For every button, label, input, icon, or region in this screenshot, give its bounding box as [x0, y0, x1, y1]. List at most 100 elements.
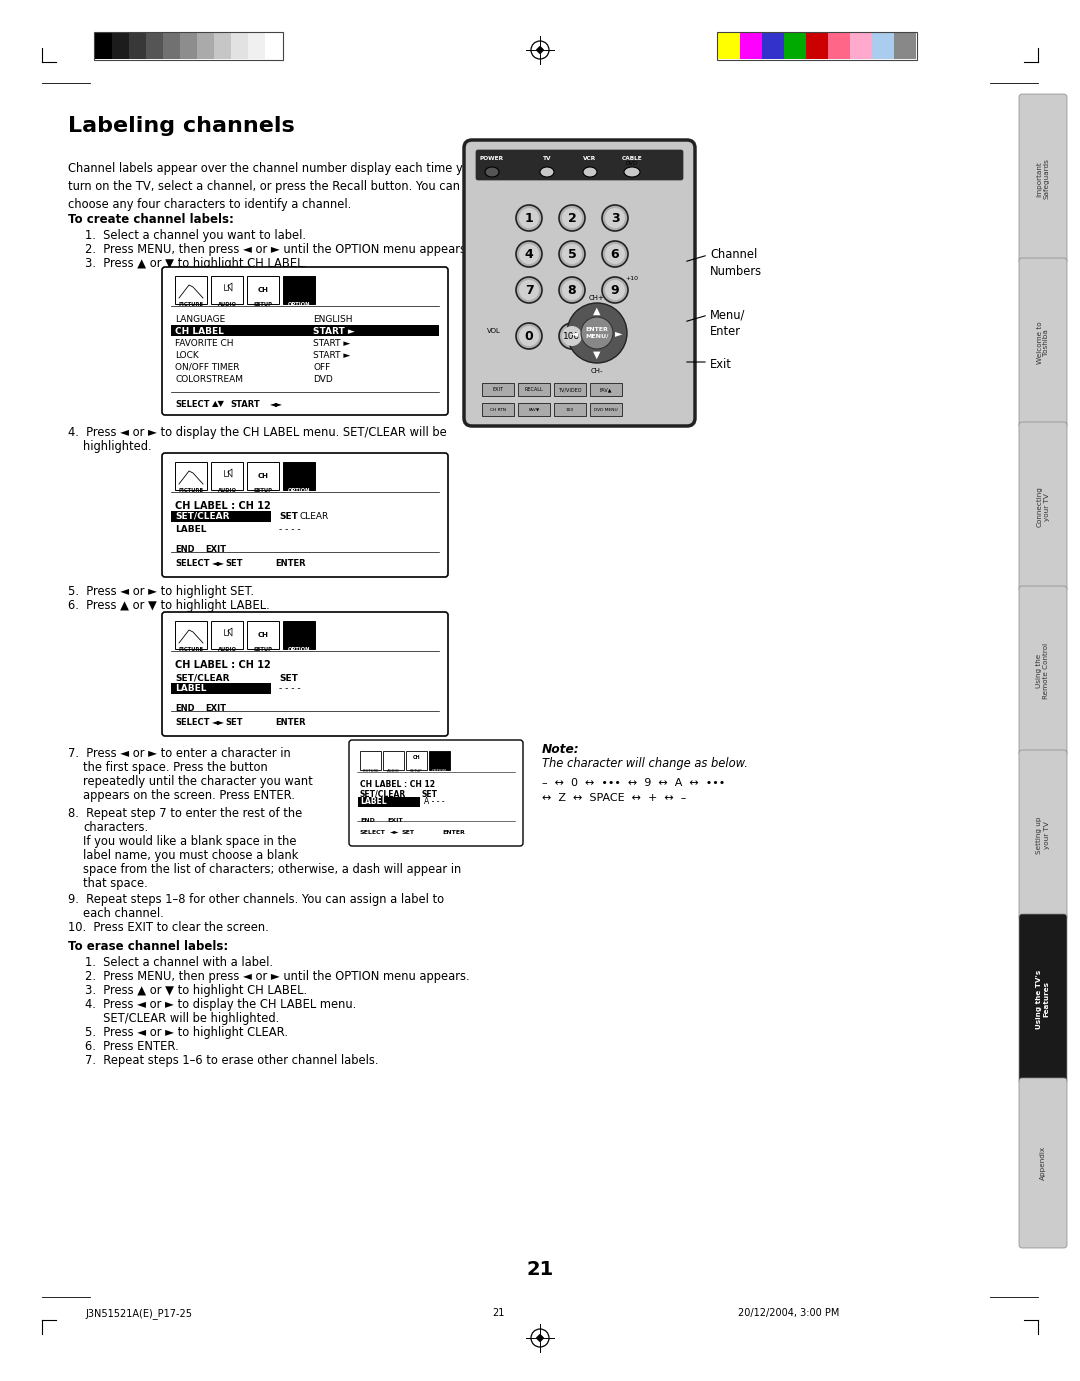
Bar — [265, 33, 282, 59]
Text: CH LABEL : CH 12: CH LABEL : CH 12 — [175, 501, 271, 511]
Text: SELECT: SELECT — [175, 558, 210, 568]
Text: 100: 100 — [564, 331, 581, 341]
FancyBboxPatch shape — [1020, 1079, 1067, 1248]
Bar — [482, 383, 514, 396]
Text: END: END — [175, 704, 194, 713]
Text: ENTER: ENTER — [275, 718, 306, 726]
Circle shape — [605, 209, 625, 228]
Bar — [554, 403, 586, 416]
Text: ENTER: ENTER — [585, 326, 608, 331]
Circle shape — [516, 323, 542, 349]
Text: VCR: VCR — [583, 156, 596, 162]
Bar — [171, 684, 271, 695]
Bar — [872, 33, 894, 59]
Text: that space.: that space. — [83, 877, 148, 889]
Text: 21: 21 — [526, 1259, 554, 1279]
Text: END: END — [175, 545, 194, 554]
Text: ENGLISH: ENGLISH — [313, 315, 352, 323]
Bar — [718, 33, 740, 59]
Bar — [283, 276, 315, 304]
Text: START: START — [230, 399, 260, 409]
FancyBboxPatch shape — [476, 151, 683, 180]
Text: PICTURE: PICTURE — [178, 648, 203, 652]
Text: CH LABEL : CH 12: CH LABEL : CH 12 — [175, 660, 271, 670]
Text: 6: 6 — [610, 247, 619, 261]
Bar — [590, 383, 622, 396]
Text: FAV▼: FAV▼ — [528, 407, 540, 412]
Text: AUDIO: AUDIO — [217, 302, 237, 307]
FancyBboxPatch shape — [1020, 94, 1067, 264]
Text: OFF: OFF — [313, 362, 330, 371]
Bar — [180, 33, 197, 59]
Text: CH: CH — [413, 755, 420, 760]
Text: CH: CH — [257, 632, 269, 638]
Text: 3.  Press ▲ or ▼ to highlight CH LABEL.: 3. Press ▲ or ▼ to highlight CH LABEL. — [85, 985, 307, 997]
Bar — [231, 33, 248, 59]
Text: EXIT: EXIT — [492, 387, 503, 392]
Text: 9: 9 — [610, 283, 619, 297]
Text: SELECT: SELECT — [175, 399, 210, 409]
Bar — [247, 276, 279, 304]
Text: CH: CH — [257, 287, 269, 293]
Bar — [95, 33, 112, 59]
Text: MENU/: MENU/ — [585, 333, 609, 338]
Circle shape — [562, 280, 582, 300]
Text: SETUP: SETUP — [410, 769, 422, 773]
Bar — [175, 463, 207, 490]
Text: AUDIO: AUDIO — [217, 648, 237, 652]
Text: The character will change as below.: The character will change as below. — [542, 757, 747, 771]
Bar — [211, 276, 243, 304]
Text: OPTION: OPTION — [287, 648, 310, 652]
Text: Menu/
Enter: Menu/ Enter — [710, 308, 745, 338]
Bar — [171, 511, 271, 522]
Text: CLEAR: CLEAR — [300, 511, 329, 521]
Circle shape — [519, 209, 539, 228]
Text: CH LABEL: CH LABEL — [175, 326, 224, 336]
Bar — [784, 33, 806, 59]
Text: LANGUAGE: LANGUAGE — [175, 315, 226, 323]
Bar — [94, 32, 283, 59]
Bar — [197, 33, 214, 59]
FancyBboxPatch shape — [1020, 423, 1067, 592]
Text: PICTURE: PICTURE — [178, 302, 203, 307]
Text: SELECT: SELECT — [360, 830, 386, 834]
Text: CH RTN: CH RTN — [490, 407, 507, 412]
Bar — [850, 33, 872, 59]
Text: J3N51521A(E)_P17-25: J3N51521A(E)_P17-25 — [85, 1308, 192, 1319]
Text: AUDIO: AUDIO — [387, 769, 400, 773]
Text: 2.  Press MENU, then press ◄ or ► until the OPTION menu appears.: 2. Press MENU, then press ◄ or ► until t… — [85, 243, 470, 255]
Text: CH-: CH- — [591, 367, 604, 374]
Circle shape — [605, 244, 625, 264]
Text: EXIT: EXIT — [205, 545, 226, 554]
Text: 7.  Press ◄ or ► to enter a character in: 7. Press ◄ or ► to enter a character in — [68, 747, 291, 760]
Circle shape — [516, 204, 542, 231]
Text: AUDIO: AUDIO — [217, 487, 237, 493]
Text: 5: 5 — [568, 247, 577, 261]
Circle shape — [559, 204, 585, 231]
Circle shape — [559, 278, 585, 302]
Text: 4: 4 — [525, 247, 534, 261]
Bar — [590, 403, 622, 416]
Bar — [247, 463, 279, 490]
Text: 4.  Press ◄ or ► to display the CH LABEL menu.: 4. Press ◄ or ► to display the CH LABEL … — [85, 998, 356, 1011]
Text: If you would like a blank space in the: If you would like a blank space in the — [83, 836, 297, 848]
Text: FAV▲: FAV▲ — [599, 387, 612, 392]
Text: label name, you must choose a blank: label name, you must choose a blank — [83, 849, 298, 862]
Text: ENTER: ENTER — [442, 830, 464, 834]
Bar — [482, 403, 514, 416]
Text: ◄►: ◄► — [270, 399, 283, 409]
Ellipse shape — [583, 167, 597, 177]
Text: LABEL: LABEL — [175, 684, 206, 692]
Text: ◄►: ◄► — [212, 718, 225, 726]
Bar — [248, 33, 265, 59]
Text: COLORSTREAM: COLORSTREAM — [175, 374, 243, 384]
Text: SET/CLEAR: SET/CLEAR — [360, 790, 406, 798]
Text: DVD: DVD — [626, 162, 638, 166]
Text: SET: SET — [279, 511, 298, 521]
Circle shape — [562, 244, 582, 264]
Text: ▲▼: ▲▼ — [212, 399, 225, 409]
Text: START ►: START ► — [313, 326, 354, 336]
FancyBboxPatch shape — [1020, 258, 1067, 428]
Bar — [828, 33, 850, 59]
Circle shape — [602, 278, 627, 302]
